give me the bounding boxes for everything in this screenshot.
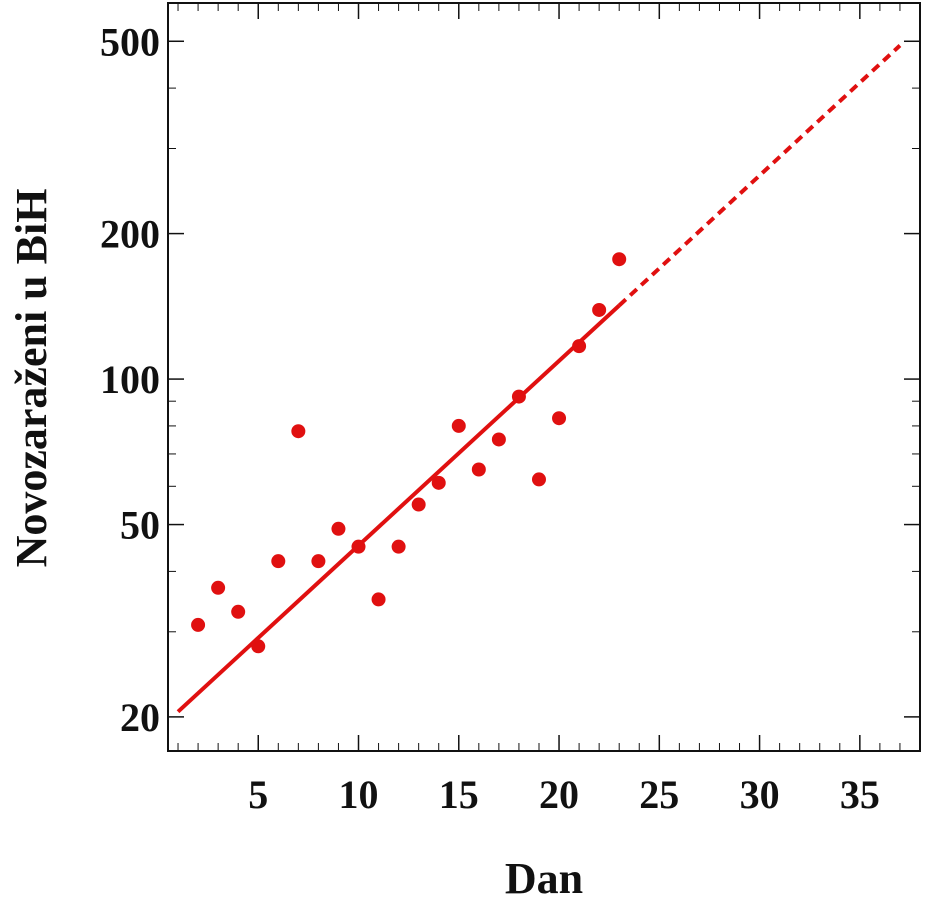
series-layer (176, 44, 902, 714)
data-point (331, 521, 346, 536)
data-point (231, 604, 246, 619)
x-tick-label: 20 (539, 772, 579, 817)
data-point (592, 302, 607, 317)
data-point (271, 554, 286, 569)
data-point (491, 432, 506, 447)
plot-frame (167, 2, 921, 752)
x-tick-label: 15 (439, 772, 479, 817)
data-point (431, 475, 446, 490)
x-tick-label: 10 (339, 772, 379, 817)
data-point (612, 252, 627, 267)
data-point (291, 424, 306, 439)
y-tick-label: 500 (100, 19, 160, 64)
data-point (572, 339, 587, 354)
x-tick-label: 5 (248, 772, 268, 817)
labels-layer: 5 10 15 20 25 30 35 20 50 100 200 500 (100, 19, 880, 817)
x-tick-label: 30 (740, 772, 780, 817)
y-tick-label: 50 (120, 503, 160, 548)
fit-line-extrapolation (617, 44, 902, 307)
data-point (371, 592, 386, 607)
x-tick-label: 35 (840, 772, 880, 817)
data-point (391, 539, 406, 554)
y-tick-label: 100 (100, 357, 160, 402)
x-tick-label: 25 (639, 772, 679, 817)
x-axis-title: Dan (505, 854, 583, 903)
data-point (311, 554, 326, 569)
data-point (531, 472, 546, 487)
data-point (471, 462, 486, 477)
data-point (191, 617, 206, 632)
data-point (552, 411, 567, 426)
y-tick-label: 20 (120, 695, 160, 740)
y-tick-label: 200 (100, 212, 160, 257)
data-point (411, 497, 426, 512)
data-point (451, 418, 466, 433)
data-point (211, 580, 226, 595)
y-axis-title: Novozaraženi u BiH (7, 189, 56, 568)
fit-line (176, 304, 621, 714)
ticks-layer (168, 2, 920, 751)
